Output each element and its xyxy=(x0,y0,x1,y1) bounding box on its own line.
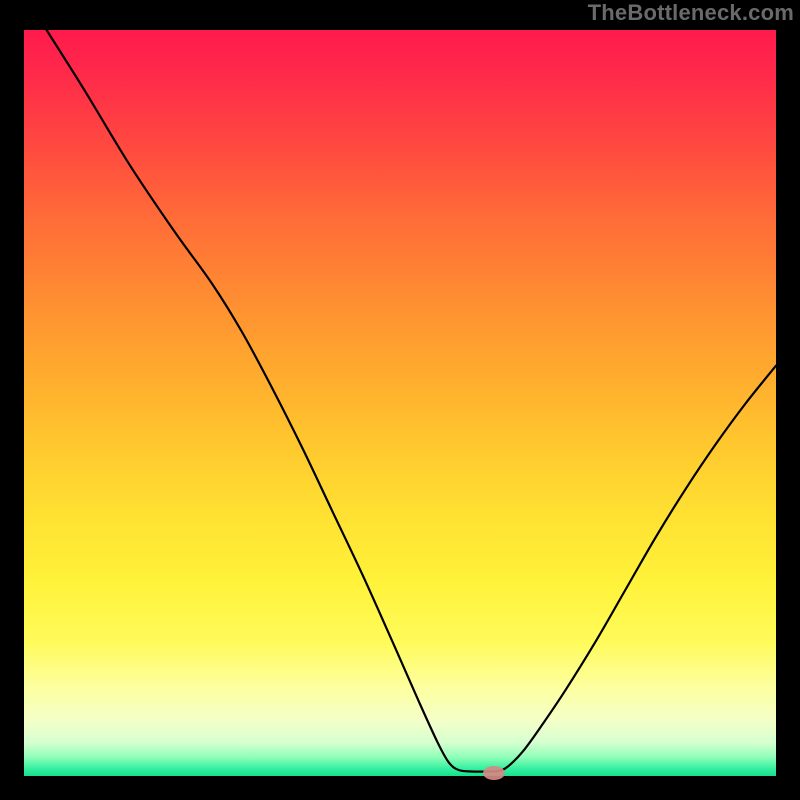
optimal-marker xyxy=(483,766,505,780)
watermark-text: TheBottleneck.com xyxy=(588,0,794,26)
chart-frame: TheBottleneck.com xyxy=(0,0,800,800)
bottleneck-chart xyxy=(0,0,800,800)
plot-background xyxy=(24,30,776,776)
